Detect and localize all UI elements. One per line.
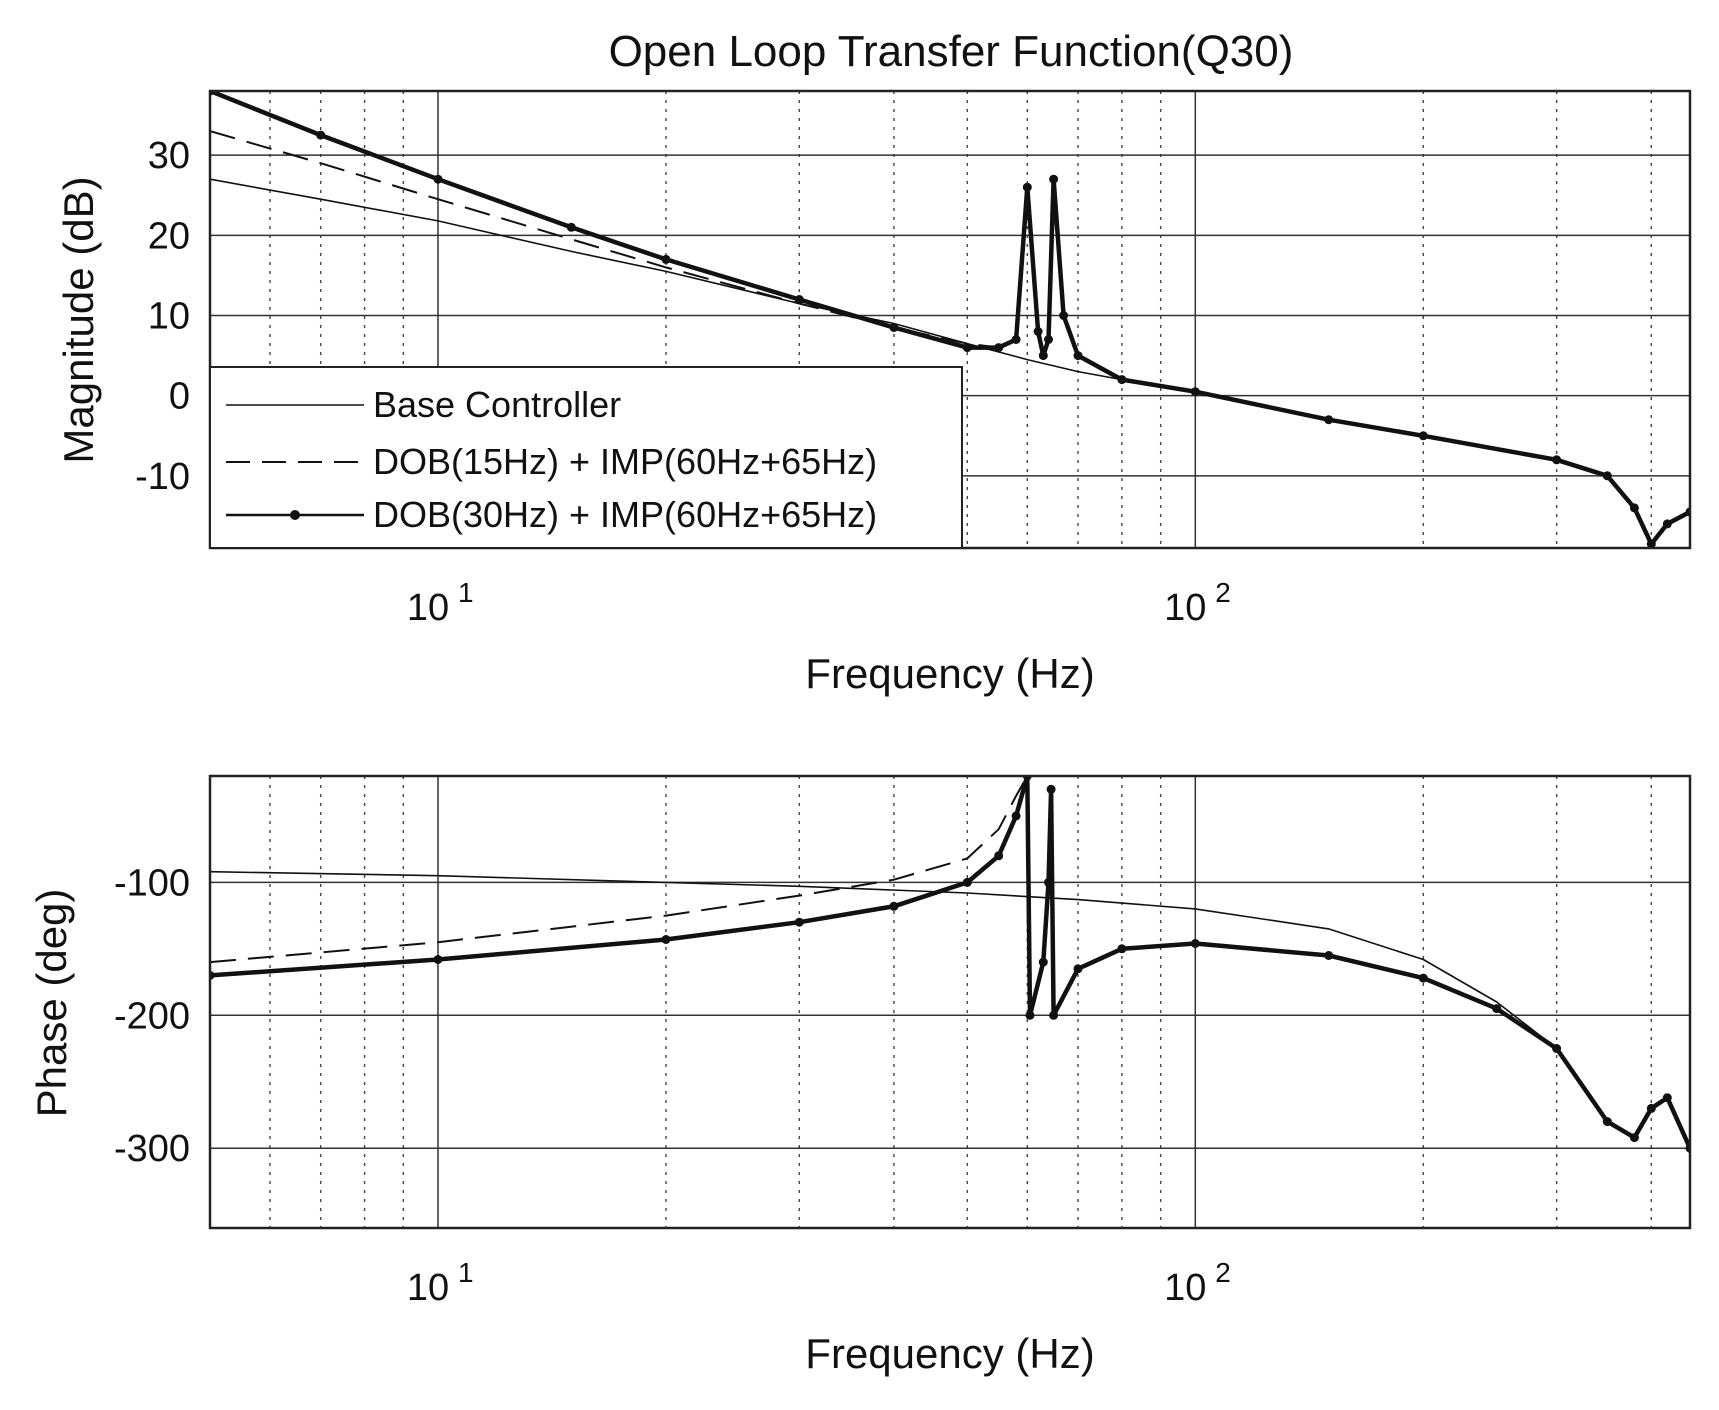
legend-label-dob30: DOB(30Hz) + IMP(60Hz+65Hz) bbox=[373, 494, 877, 535]
series-point-dob30 bbox=[994, 343, 1004, 353]
x-tick-label: 10 bbox=[407, 587, 449, 629]
series-point-dob30 bbox=[1190, 387, 1200, 397]
series-point-dob30 bbox=[1552, 1044, 1562, 1053]
series-point-dob30 bbox=[1011, 335, 1021, 344]
legend-label-base-controller: Base Controller bbox=[373, 384, 621, 425]
legend-label-dob15: DOB(15Hz) + IMP(60Hz+65Hz) bbox=[373, 441, 877, 482]
series-clip-group bbox=[210, 91, 1690, 548]
y-tick-label: -100 bbox=[114, 862, 190, 904]
y-tick-label: 20 bbox=[148, 215, 190, 257]
phase-grid bbox=[209, 776, 1690, 1228]
series-point-dob30 bbox=[1662, 519, 1672, 529]
series-point-dob30 bbox=[1646, 1103, 1656, 1113]
series-point-dob30 bbox=[794, 295, 804, 304]
phase-x-axis-label: Frequency (Hz) bbox=[805, 1330, 1094, 1377]
phase-axes-frame bbox=[208, 774, 1692, 1230]
phase-panel: -100 -200 -300 10 1 10 2 Frequency (Hz) Phase… bbox=[28, 774, 1692, 1377]
series-point-dob30 bbox=[1025, 1010, 1035, 1020]
y-tick-label: 0 bbox=[169, 376, 190, 418]
series-point-dob30 bbox=[661, 254, 671, 264]
series-point-dob30 bbox=[433, 955, 443, 964]
series-point-dob30 bbox=[1038, 351, 1048, 361]
phase-x-ticks: 10 1 10 2 bbox=[407, 1257, 1231, 1309]
series-point-dob30 bbox=[1073, 351, 1083, 361]
series-point-dob30 bbox=[1117, 375, 1127, 385]
series-point-dob30 bbox=[1033, 327, 1043, 336]
legend-entry-dob15: DOB(15Hz) + IMP(60Hz+65Hz) bbox=[226, 441, 877, 482]
series-point-dob30 bbox=[1602, 1117, 1612, 1127]
chart-title: Open Loop Transfer Function(Q30) bbox=[609, 27, 1294, 76]
series-point-dob30 bbox=[433, 174, 443, 184]
series-point-dob30 bbox=[1418, 431, 1428, 441]
magnitude-x-axis-label: Frequency (Hz) bbox=[805, 650, 1094, 697]
legend-box bbox=[209, 366, 963, 549]
series-point-dob30 bbox=[1324, 415, 1334, 425]
series-point-dob30 bbox=[889, 323, 899, 332]
series-clip-group bbox=[210, 776, 1690, 1154]
series-point-dob30 bbox=[1073, 964, 1083, 974]
series-point-dob30 bbox=[316, 130, 326, 140]
series-point-dob30 bbox=[566, 222, 576, 232]
series-point-dob30 bbox=[1022, 182, 1032, 192]
series-point-dob30 bbox=[962, 343, 972, 353]
series-point-dob30 bbox=[1046, 784, 1056, 794]
series-point-dob30 bbox=[1552, 455, 1562, 465]
series-point-dob30 bbox=[1324, 951, 1334, 960]
phase-y-axis-label: Phase (deg) bbox=[28, 889, 75, 1118]
legend-swatch-marker bbox=[290, 510, 300, 520]
x-tick-exponent: 1 bbox=[458, 577, 474, 608]
x-tick-label: 10 bbox=[1164, 1267, 1206, 1309]
y-tick-label: 10 bbox=[148, 295, 190, 337]
series-point-dob30 bbox=[661, 935, 671, 944]
magnitude-series bbox=[210, 91, 1690, 548]
series-point-dob30 bbox=[794, 917, 804, 927]
series-point-dob30 bbox=[1059, 311, 1069, 320]
series-point-dob30 bbox=[1044, 877, 1053, 887]
series-point-dob30 bbox=[889, 901, 899, 911]
series-point-dob30 bbox=[1629, 503, 1639, 513]
magnitude-x-ticks: 10 1 10 2 bbox=[407, 577, 1231, 629]
series-point-dob30 bbox=[1011, 811, 1021, 821]
x-tick-exponent: 2 bbox=[1215, 1257, 1231, 1288]
y-tick-label: -10 bbox=[135, 456, 190, 498]
series-point-dob30 bbox=[1418, 973, 1428, 983]
series-point-dob30 bbox=[962, 877, 972, 887]
series-point-dob30 bbox=[1602, 471, 1612, 481]
y-tick-label: 30 bbox=[148, 135, 190, 177]
x-tick-exponent: 2 bbox=[1215, 577, 1231, 608]
series-point-dob30 bbox=[1049, 1010, 1059, 1020]
series-point-dob30 bbox=[1662, 1093, 1672, 1103]
series-point-dob30 bbox=[1629, 1133, 1639, 1143]
x-tick-label: 10 bbox=[1164, 587, 1206, 629]
series-point-dob30 bbox=[1492, 1004, 1502, 1014]
series-point-dob30 bbox=[1049, 174, 1059, 184]
series-point-dob30 bbox=[994, 851, 1004, 861]
y-tick-label: -300 bbox=[114, 1128, 190, 1170]
series-point-dob30 bbox=[1038, 957, 1048, 967]
magnitude-panel: 30 20 10 0 -10 10 1 10 2 Frequency (Hz) Magnitu… bbox=[55, 89, 1692, 697]
series-point-dob30 bbox=[1117, 944, 1127, 954]
phase-y-ticks: -100 -200 -300 bbox=[114, 862, 190, 1170]
legend: Base Controller DOB(15Hz) + IMP(60Hz+65H… bbox=[209, 366, 963, 549]
y-tick-label: -200 bbox=[114, 995, 190, 1037]
x-tick-label: 10 bbox=[407, 1267, 449, 1309]
phase-series bbox=[210, 776, 1690, 1154]
series-point-dob30 bbox=[1646, 539, 1656, 548]
series-point-dob30 bbox=[1044, 335, 1053, 344]
series-point-dob30 bbox=[1190, 939, 1200, 948]
legend-entry-dob30: DOB(30Hz) + IMP(60Hz+65Hz) bbox=[226, 494, 877, 535]
x-tick-exponent: 1 bbox=[458, 1257, 474, 1288]
magnitude-y-ticks: 30 20 10 0 -10 bbox=[135, 135, 190, 498]
magnitude-y-axis-label: Magnitude (dB) bbox=[55, 176, 102, 463]
legend-entry-base-controller: Base Controller bbox=[226, 384, 621, 425]
